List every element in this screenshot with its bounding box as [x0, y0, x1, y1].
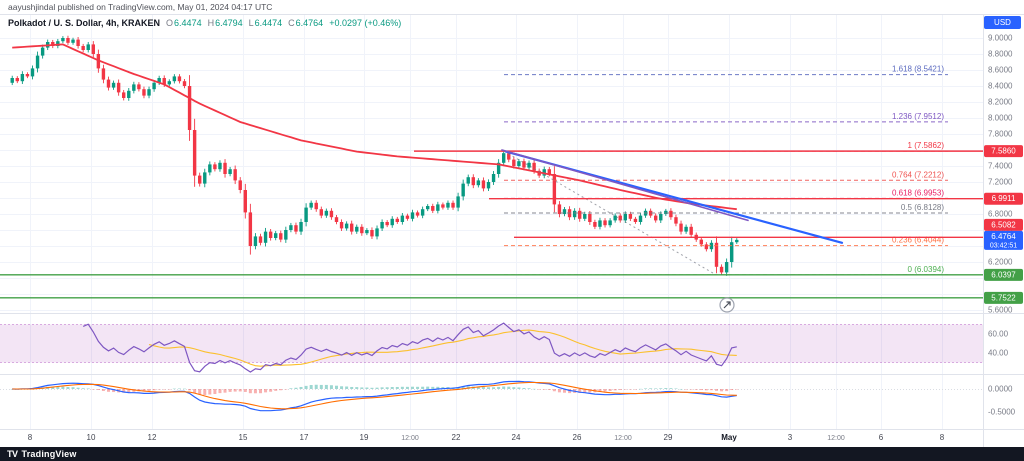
price-axis-label: 8.8000: [988, 50, 1013, 59]
price-axis-label: 6.2000: [988, 258, 1013, 267]
time-axis-label: 12:00: [614, 435, 632, 442]
time-axis-label: May: [721, 433, 737, 442]
svg-text:7.5860: 7.5860: [991, 147, 1016, 156]
attribution-text: aayushjindal published on TradingView.co…: [8, 2, 273, 12]
fib-level-label: 1.236 (7.9512): [892, 112, 944, 121]
time-axis-label: 12: [148, 433, 157, 442]
pane-separators: [0, 14, 1024, 447]
price-axis-label: 8.6000: [988, 66, 1013, 75]
time-axis-label: 8: [28, 433, 33, 442]
time-axis-label: 12:00: [827, 435, 845, 442]
fib-trend-guide: [503, 150, 717, 276]
purple-trendline[interactable]: [501, 149, 749, 222]
svg-text:6.4764: 6.4764: [991, 232, 1016, 241]
time-axis[interactable]: 8 10 12 15 17 19 12:00 22 24 26 12:00 29 May 3 12:00 6 8: [28, 433, 945, 442]
symbol-title: Polkadot / U. S. Dollar, 4h, KRAKEN: [8, 18, 161, 28]
price-level-label: [984, 291, 1023, 304]
bar-countdown: 03:42:51: [990, 242, 1017, 249]
price-axis-label: 7.8000: [988, 130, 1013, 139]
price-chart-svg[interactable]: 1.618 (8.5421) 1.236 (7.9512) 1 (7.5862) 0.…: [0, 14, 1024, 447]
time-axis-label: 15: [239, 433, 248, 442]
price-axis-label: 8.0000: [988, 114, 1013, 123]
currency-usd-button[interactable]: USD: [984, 16, 1021, 29]
fib-level-label: 1.618 (8.5421): [892, 65, 944, 74]
time-axis-label: 8: [940, 433, 945, 442]
time-axis-label: 6: [879, 433, 884, 442]
time-axis-label: 12:00: [401, 435, 419, 442]
price-axis-label: 8.2000: [988, 98, 1013, 107]
price-axis-label: 9.0000: [988, 34, 1013, 43]
price-axis-label: 6.8000: [988, 210, 1013, 219]
footer-bar: TV TradingView: [0, 447, 1024, 461]
current-price-label: [984, 230, 1023, 250]
time-axis-label: 19: [360, 433, 369, 442]
svg-text:6.5082: 6.5082: [991, 220, 1016, 229]
rsi-band: [0, 324, 983, 363]
rsi-axis-label: 40.00: [988, 349, 1009, 358]
price-axis-label: 8.4000: [988, 82, 1013, 91]
fib-level-label: 0.236 (6.4044): [892, 236, 944, 245]
macd-axis-label: -0.5000: [988, 408, 1016, 417]
macd-signal-line: [12, 381, 737, 410]
svg-text:6.9911: 6.9911: [992, 194, 1016, 203]
rsi-ma-line: [148, 329, 737, 367]
price-axis[interactable]: 9.0000 8.8000 8.6000 8.4000 8.2000 8.0000 7.80…: [984, 34, 1023, 417]
price-level-label: [984, 145, 1023, 158]
symbol-header: Polkadot / U. S. Dollar, 4h, KRAKEN O 6.4…: [8, 18, 401, 28]
macd-histogram: [10, 384, 739, 395]
grid-lines: [0, 14, 983, 429]
time-axis-label: 17: [300, 433, 309, 442]
price-axis-label: 5.6000: [988, 306, 1013, 315]
time-axis-label: 10: [87, 433, 96, 442]
price-level-label: [984, 218, 1023, 231]
fib-level-label: 0.5 (6.8128): [901, 203, 944, 212]
price-level-label: [984, 192, 1023, 205]
price-axis-label: 7.2000: [988, 178, 1013, 187]
fib-level-label: 0.618 (6.9953): [892, 188, 944, 197]
time-axis-label: 24: [512, 433, 521, 442]
attribution-bar: aayushjindal published on TradingView.co…: [0, 0, 1024, 14]
price-level-label: [984, 268, 1023, 281]
fib-level-label: 0.764 (7.2212): [892, 170, 944, 179]
price-axis-label: 7.4000: [988, 162, 1013, 171]
fib-level-label: 1 (7.5862): [908, 141, 945, 150]
time-axis-label: 29: [664, 433, 673, 442]
candlestick-series: [10, 35, 739, 276]
idea-marker-icon: [719, 297, 735, 313]
time-axis-label: 26: [573, 433, 582, 442]
rsi-axis-label: 60.00: [988, 330, 1009, 339]
fib-level-label: 0 (6.0394): [908, 265, 945, 274]
ma-line: [12, 43, 737, 211]
svg-text:6.0397: 6.0397: [991, 270, 1016, 279]
chart-area[interactable]: 1.618 (8.5421) 1.236 (7.9512) 1 (7.5862) 0.…: [0, 14, 1024, 447]
macd-line: [12, 380, 737, 412]
svg-text:5.7522: 5.7522: [991, 293, 1016, 302]
macd-axis-label: 0.0000: [988, 385, 1013, 394]
symbol-ohlc: O 6.4474 H 6.4794 L 6.4474 C 6.4764 +0.0297 (+0.…: [166, 18, 402, 28]
rsi-line: [82, 322, 737, 373]
time-axis-label: 22: [452, 433, 461, 442]
tradingview-wordmark[interactable]: TradingView: [21, 449, 77, 459]
time-axis-label: 3: [788, 433, 793, 442]
tradingview-logo-icon[interactable]: TV: [7, 449, 18, 459]
